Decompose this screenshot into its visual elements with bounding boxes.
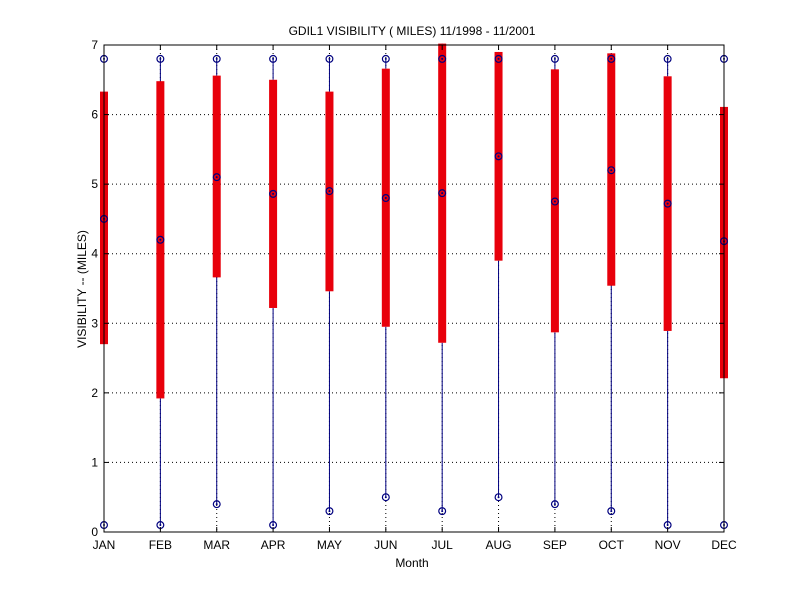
median-marker [607, 166, 616, 175]
max-marker-dot [159, 57, 162, 60]
median-marker [212, 173, 221, 182]
max-marker-dot [328, 57, 331, 60]
median-marker-dot [441, 192, 444, 195]
max-marker-dot [384, 57, 387, 60]
min-marker-dot [215, 503, 218, 506]
max-marker [381, 54, 390, 63]
max-marker-dot [497, 57, 500, 60]
min-marker-dot [666, 524, 669, 527]
plot-frame [103, 44, 725, 533]
x-tick-label: SEP [543, 538, 567, 552]
box-group-mar [212, 54, 221, 509]
median-marker [156, 235, 165, 244]
median-marker [438, 189, 447, 198]
box-group-apr [269, 54, 278, 530]
box-group-jul [438, 43, 447, 516]
max-marker [325, 54, 334, 63]
min-marker-dot [553, 503, 556, 506]
max-marker [156, 54, 165, 63]
x-axis-label: Month [395, 556, 428, 570]
y-tick-label: 0 [91, 525, 98, 539]
max-marker [494, 54, 503, 63]
median-marker-dot [384, 197, 387, 200]
y-tick-label: 6 [91, 108, 98, 122]
max-marker-dot [215, 57, 218, 60]
x-tick-label: JAN [93, 538, 116, 552]
box-group-may [325, 54, 334, 516]
min-marker-dot [384, 496, 387, 499]
max-marker-dot [441, 57, 444, 60]
x-tick-label: MAR [203, 538, 230, 552]
median-marker [550, 197, 559, 206]
min-marker-dot [159, 524, 162, 527]
y-tick-label: 5 [91, 177, 98, 191]
min-marker-dot [610, 510, 613, 513]
x-tick-label: JUL [432, 538, 454, 552]
min-marker-dot [441, 510, 444, 513]
x-tick-label: NOV [655, 538, 681, 552]
min-marker [438, 507, 447, 516]
max-marker-dot [610, 57, 613, 60]
max-marker [607, 54, 616, 63]
median-marker [269, 189, 278, 198]
y-tick-label: 4 [91, 247, 98, 261]
median-marker [381, 194, 390, 203]
median-marker-dot [215, 176, 218, 179]
min-marker [550, 500, 559, 509]
max-marker [663, 54, 672, 63]
box-group-aug [494, 51, 503, 502]
max-marker-dot [666, 57, 669, 60]
max-marker [438, 54, 447, 63]
min-marker [607, 507, 616, 516]
min-marker [494, 493, 503, 502]
x-tick-label: MAY [317, 538, 342, 552]
median-marker-dot [328, 190, 331, 193]
median-marker [663, 199, 672, 208]
y-tick-label: 7 [91, 38, 98, 52]
max-marker-dot [553, 57, 556, 60]
min-marker [325, 507, 334, 516]
box-group-feb [156, 54, 165, 530]
box-group-jun [381, 54, 390, 502]
box-group-oct [607, 53, 616, 516]
median-marker-dot [159, 238, 162, 241]
x-tick-label: JUN [374, 538, 397, 552]
max-marker [212, 54, 221, 63]
axis-ticks: 0 1 2 3 4 5 6 7 JAN FEB MAR APR MAY JUN JUL AUG SEP OCT NO… [91, 38, 737, 552]
min-marker-dot [328, 510, 331, 513]
median-marker [325, 187, 334, 196]
max-marker [550, 54, 559, 63]
median-marker-dot [272, 192, 275, 195]
median-marker-dot [610, 169, 613, 172]
median-marker-dot [553, 200, 556, 203]
max-marker [269, 54, 278, 63]
x-tick-label: AUG [486, 538, 512, 552]
y-tick-label: 2 [91, 386, 98, 400]
min-marker-dot [272, 524, 275, 527]
y-axis-label: VISIBILITY -- (MILES) [75, 230, 89, 348]
box-group-sep [550, 54, 559, 509]
y-tick-label: 1 [91, 455, 98, 469]
max-marker-dot [272, 57, 275, 60]
min-marker [381, 493, 390, 502]
x-tick-label: OCT [599, 538, 625, 552]
y-tick-label: 3 [91, 316, 98, 330]
x-tick-label: APR [261, 538, 286, 552]
chart-title: GDIL1 VISIBILITY ( MILES) 11/1998 - 11/2… [289, 24, 536, 38]
x-tick-label: FEB [149, 538, 172, 552]
median-marker-dot [497, 155, 500, 158]
median-marker [494, 152, 503, 161]
median-marker-dot [666, 202, 669, 205]
x-tick-label: DEC [711, 538, 737, 552]
min-marker-dot [497, 496, 500, 499]
min-marker [212, 500, 221, 509]
